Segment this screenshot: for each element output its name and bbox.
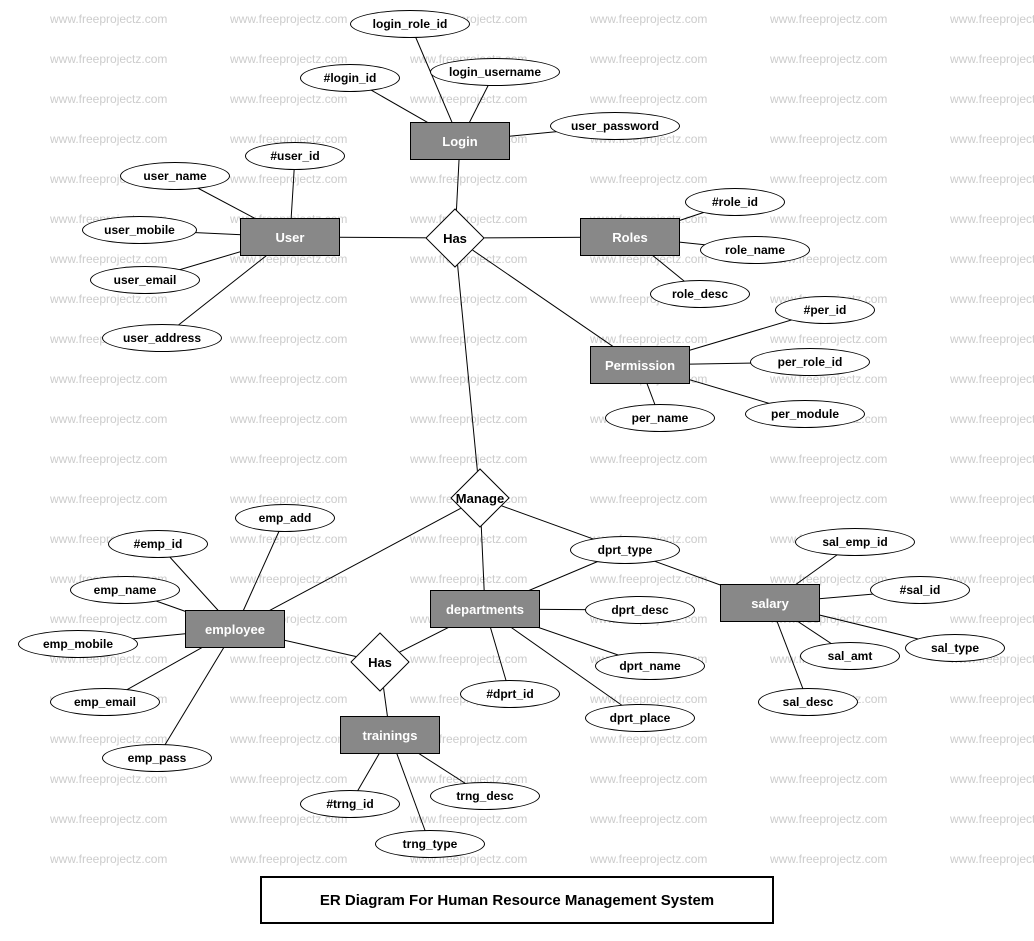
attribute-salary-27: sal_emp_id xyxy=(795,528,915,556)
entity-user: User xyxy=(240,218,340,256)
attribute-employee-18: emp_name xyxy=(70,576,180,604)
entity-trainings: trainings xyxy=(340,716,440,754)
entity-permission: Permission xyxy=(590,346,690,384)
attribute-salary-30: sal_amt xyxy=(800,642,900,670)
attribute-login-3: user_password xyxy=(550,112,680,140)
attribute-login-0: login_role_id xyxy=(350,10,470,38)
relationship-label: Manage xyxy=(430,468,530,528)
entity-employee: employee xyxy=(185,610,285,648)
attribute-employee-17: #emp_id xyxy=(108,530,208,558)
attribute-user-8: user_address xyxy=(102,324,222,352)
relationship-has2: Has xyxy=(330,632,430,692)
relationship-label: Has xyxy=(405,208,505,268)
attribute-permission-14: per_module xyxy=(745,400,865,428)
relationship-has1: Has xyxy=(405,208,505,268)
attribute-departments-23: dprt_desc xyxy=(585,596,695,624)
attribute-user-5: user_name xyxy=(120,162,230,190)
attribute-trainings-34: trng_type xyxy=(375,830,485,858)
attribute-employee-19: emp_mobile xyxy=(18,630,138,658)
diagram-title: ER Diagram For Human Resource Management… xyxy=(260,876,774,924)
attribute-departments-22: dprt_type xyxy=(570,536,680,564)
attribute-trainings-32: #trng_id xyxy=(300,790,400,818)
attribute-employee-16: emp_add xyxy=(235,504,335,532)
attribute-permission-13: per_role_id xyxy=(750,348,870,376)
attribute-salary-28: #sal_id xyxy=(870,576,970,604)
relationship-manage: Manage xyxy=(430,468,530,528)
relationship-label: Has xyxy=(330,632,430,692)
attribute-permission-15: per_name xyxy=(605,404,715,432)
attribute-permission-12: #per_id xyxy=(775,296,875,324)
attribute-roles-11: role_desc xyxy=(650,280,750,308)
attribute-login-1: #login_id xyxy=(300,64,400,92)
attribute-roles-10: role_name xyxy=(700,236,810,264)
attribute-roles-9: #role_id xyxy=(685,188,785,216)
attribute-trainings-33: trng_desc xyxy=(430,782,540,810)
attribute-employee-20: emp_email xyxy=(50,688,160,716)
attribute-salary-31: sal_desc xyxy=(758,688,858,716)
entity-salary: salary xyxy=(720,584,820,622)
attribute-user-4: #user_id xyxy=(245,142,345,170)
attribute-user-6: user_mobile xyxy=(82,216,197,244)
attribute-departments-26: #dprt_id xyxy=(460,680,560,708)
attribute-employee-21: emp_pass xyxy=(102,744,212,772)
attribute-departments-25: dprt_place xyxy=(585,704,695,732)
er-diagram-canvas: www.freeprojectz.comwww.freeprojectz.com… xyxy=(0,0,1034,941)
attribute-login-2: login_username xyxy=(430,58,560,86)
entity-roles: Roles xyxy=(580,218,680,256)
attribute-departments-24: dprt_name xyxy=(595,652,705,680)
entity-departments: departments xyxy=(430,590,540,628)
attribute-salary-29: sal_type xyxy=(905,634,1005,662)
entity-login: Login xyxy=(410,122,510,160)
attribute-user-7: user_email xyxy=(90,266,200,294)
